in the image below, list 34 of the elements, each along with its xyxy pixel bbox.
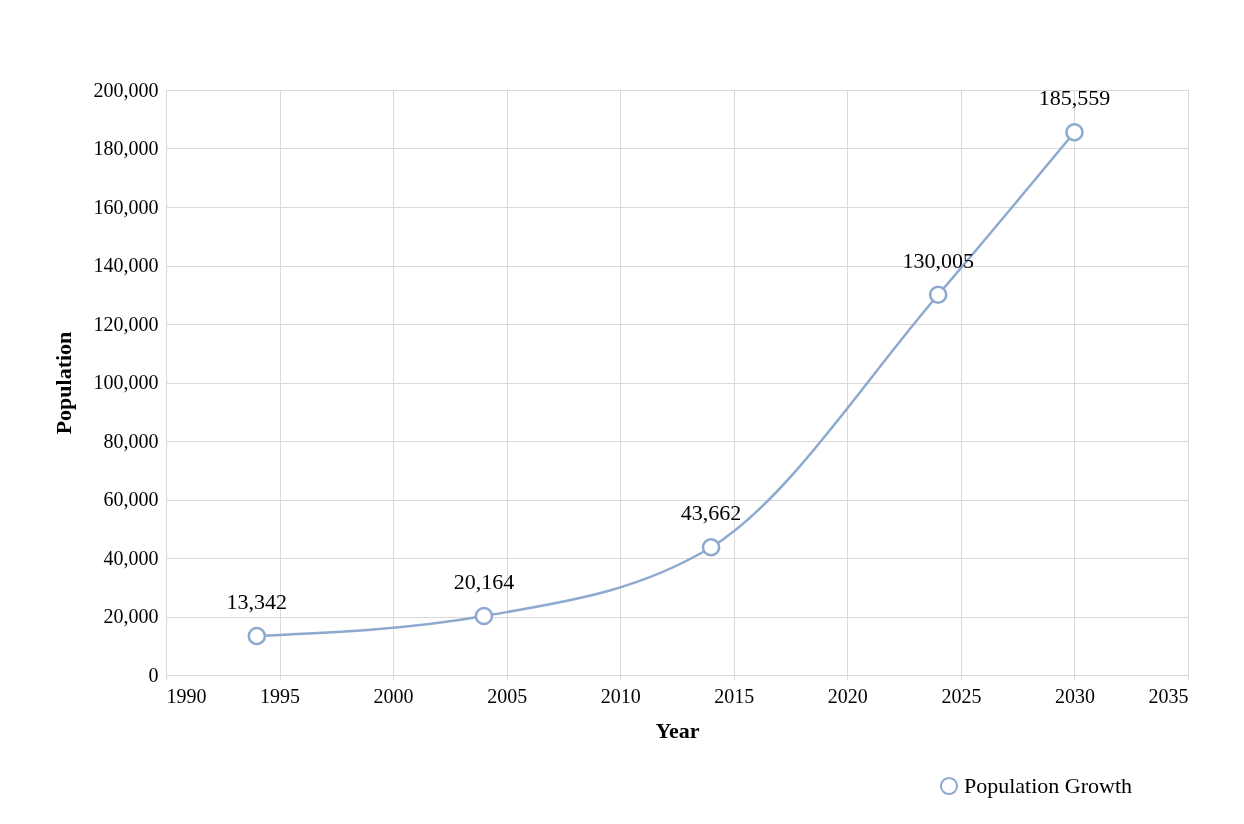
y-tick-label: 80,000 [103, 429, 159, 452]
x-tick-label: 2010 [600, 684, 641, 707]
data-label: 130,005 [902, 247, 974, 273]
y-tick-label: 140,000 [93, 254, 159, 276]
y-tick-label: 40,000 [103, 546, 159, 569]
y-tick-label: 160,000 [93, 195, 159, 218]
x-tick-label: 2020 [827, 684, 868, 707]
data-label: 185,559 [1038, 85, 1111, 111]
x-tick-label: 1990 [166, 684, 207, 707]
x-tick-label: 2000 [373, 684, 414, 707]
point [474, 606, 494, 626]
legend-label: Population Growth [964, 773, 1133, 798]
y-tick-label: 120,000 [93, 312, 159, 335]
y-tick-label: 60,000 [103, 488, 159, 510]
y-tick-label: 180,000 [93, 137, 159, 159]
x-tick-label: 2025 [941, 684, 982, 707]
x-tick-label: 2005 [487, 684, 528, 707]
x-tick-label: 2035 [1148, 684, 1189, 707]
data-label: 43,662 [680, 500, 742, 526]
y-tick-label: 100,000 [93, 371, 159, 393]
data-label: 20,164 [453, 569, 515, 595]
point [701, 537, 721, 557]
data-label: 13,342 [226, 588, 288, 614]
x-tick-label: 2015 [714, 684, 755, 707]
point [928, 285, 948, 305]
y-tick-label: 0 [148, 663, 159, 686]
y-tick-label: 200,000 [93, 78, 159, 101]
x-tick-label: 2030 [1054, 684, 1095, 707]
y-axis-title: Population [50, 331, 76, 435]
point [1065, 122, 1084, 142]
x-axis-title: Year [655, 717, 700, 743]
y-tick-label: 20,000 [103, 605, 159, 627]
x-tick-label: 1995 [260, 684, 301, 707]
point [247, 626, 267, 646]
